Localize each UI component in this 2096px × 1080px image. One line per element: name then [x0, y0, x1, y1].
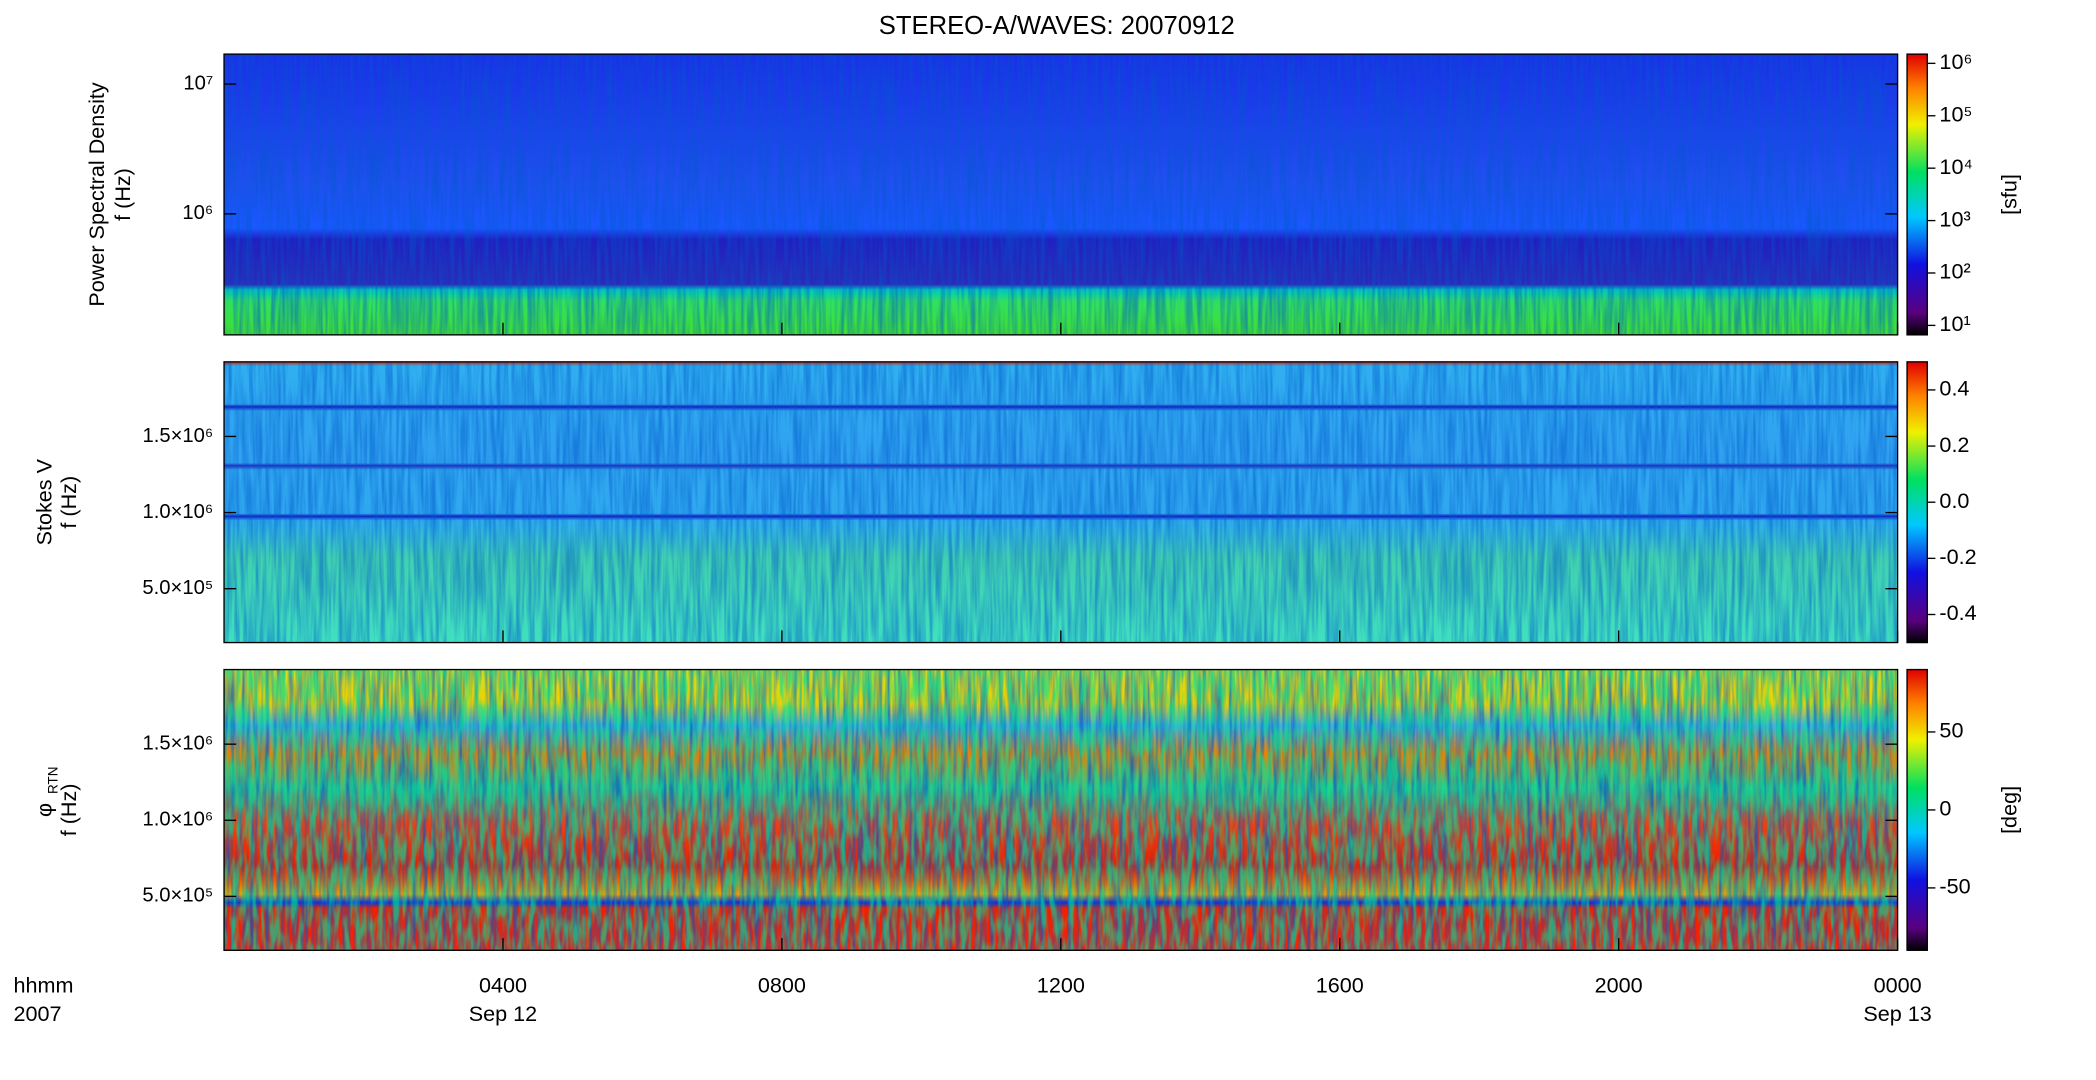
y-tick-label: 1.0×10⁶: [142, 501, 213, 523]
x-axis-label: hhmm: [13, 972, 73, 997]
colorbar-tick-label: 0: [1939, 796, 1951, 821]
colorbar: [1906, 53, 1928, 336]
y-tick-label: 1.0×10⁶: [142, 809, 213, 831]
colorbar: [1906, 668, 1928, 951]
y-axis-label: φ: [32, 803, 57, 817]
x-tick-label: 2000: [1595, 972, 1643, 997]
colorbar-tick-label: 50: [1939, 718, 1963, 743]
colorbar-tick-label: 10¹: [1939, 311, 1970, 336]
x-tick-label: 0000: [1874, 972, 1922, 997]
y-tick-label: 10⁶: [182, 202, 213, 224]
colorbar-label: [deg]: [1997, 786, 2022, 834]
date-label: Sep 13: [1863, 1001, 1931, 1026]
colorbar-tick-label: 0.4: [1939, 376, 1969, 401]
spectrogram-texture: [224, 361, 1898, 643]
colorbar-tick-label: 0.0: [1939, 488, 1969, 513]
y-axis-label: f (Hz): [56, 784, 81, 837]
colorbar-tick-label: 10²: [1939, 259, 1970, 284]
colorbar-tick-label: -0.4: [1939, 600, 1976, 625]
spectrogram-texture: [224, 54, 1898, 335]
colorbar-tick-label: 10⁵: [1939, 101, 1972, 126]
y-axis-label: f (Hz): [56, 476, 81, 529]
y-tick-label: 5.0×10⁵: [142, 885, 213, 907]
colorbar-tick-label: -50: [1939, 874, 1970, 899]
colorbar: [1906, 361, 1928, 644]
y-axis-label: f (Hz): [110, 168, 135, 221]
y-axis-label: Stokes V: [32, 458, 57, 545]
y-axis-label-subscript: RTN: [46, 766, 61, 793]
x-tick-label: 0800: [758, 972, 806, 997]
spectrogram-texture: [224, 669, 1898, 951]
colorbar-tick-label: -0.2: [1939, 544, 1976, 569]
y-tick-label: 10⁷: [183, 72, 213, 94]
y-tick-label: 1.5×10⁶: [142, 733, 213, 755]
colorbar-label: [sfu]: [1997, 174, 2022, 215]
x-tick-label: 1200: [1037, 972, 1085, 997]
colorbar-tick-label: 10⁴: [1939, 154, 1972, 179]
chart-title: STEREO-A/WAVES: 20070912: [879, 12, 1235, 40]
y-tick-label: 5.0×10⁵: [142, 577, 213, 599]
y-tick-label: 1.5×10⁶: [142, 425, 213, 447]
colorbar-tick-label: 10⁶: [1939, 49, 1972, 74]
y-axis-label: Power Spectral Density: [84, 82, 109, 306]
colorbar-tick-label: 10³: [1939, 206, 1970, 231]
date-label: Sep 12: [469, 1001, 537, 1026]
colorbar-tick-label: 0.2: [1939, 432, 1969, 457]
x-axis-label: 2007: [13, 1001, 61, 1026]
x-tick-label: 0400: [479, 972, 527, 997]
x-tick-label: 1600: [1316, 972, 1364, 997]
